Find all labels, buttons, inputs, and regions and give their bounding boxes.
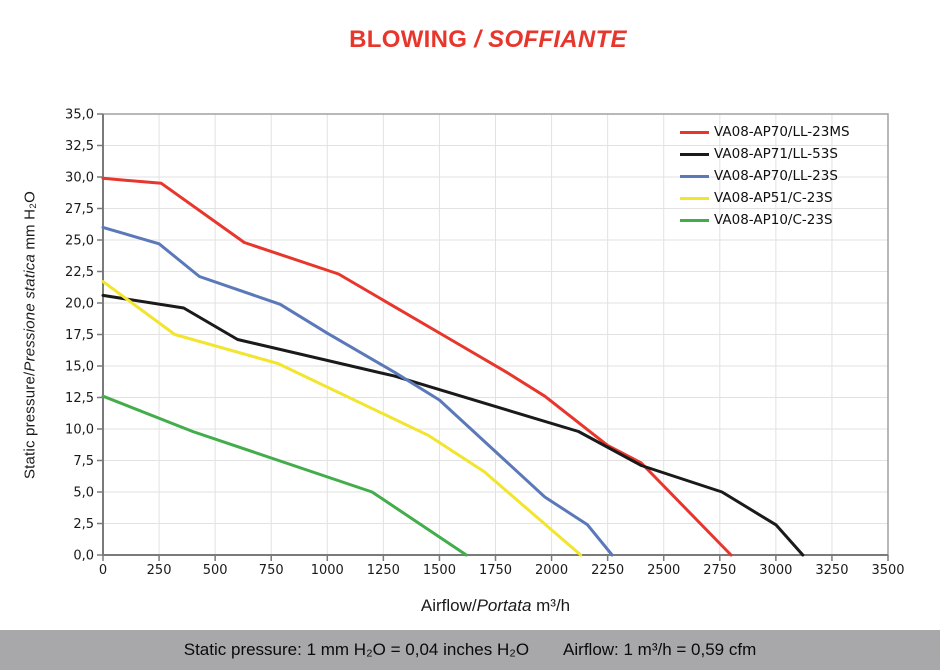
chart-title: BLOWING / SOFFIANTE xyxy=(18,26,940,54)
curve-va08-ap10-c-23s xyxy=(101,394,468,557)
x-tick-label: 3250 xyxy=(815,563,848,578)
y-tick-label: 30,0 xyxy=(65,171,94,186)
curve-va08-ap70-ll-23ms xyxy=(101,176,733,557)
legend-label: VA08-AP71/LL-53S xyxy=(714,146,838,162)
x-tick-label: 250 xyxy=(147,563,172,578)
legend-item: VA08-AP51/C-23S xyxy=(680,187,850,209)
y-tick-label: 0,0 xyxy=(73,549,94,564)
y-tick-label: 15,0 xyxy=(65,360,94,375)
x-tick-label: 3500 xyxy=(871,563,904,578)
y-tick-label: 35,0 xyxy=(65,108,94,123)
legend-item: VA08-AP70/LL-23S xyxy=(680,165,850,187)
legend-line-swatch xyxy=(680,130,709,134)
x-tick-label: 2000 xyxy=(535,563,568,578)
x-axis-label-en: Airflow/ xyxy=(420,596,477,615)
x-tick-label: 750 xyxy=(259,563,284,578)
y-tick-label: 12,5 xyxy=(65,391,94,406)
chart-plot: 0 250 500 750 1000 1250 1500 1750 2000 2250 2500 27… xyxy=(65,108,905,579)
legend-line-swatch xyxy=(680,174,709,178)
y-tick-label: 25,0 xyxy=(65,234,94,249)
x-tick-label: 500 xyxy=(203,563,228,578)
legend-item: VA08-AP71/LL-53S xyxy=(680,143,850,165)
curve-va08-ap71-ll-53s xyxy=(101,293,805,557)
y-tick-label: 10,0 xyxy=(65,423,94,438)
footer-airflow-conversion: Airflow: 1 m³/h = 0,59 cfm xyxy=(563,640,757,659)
footer-bar: Static pressure: 1 mm H₂O = 0,04 inches … xyxy=(0,630,940,670)
x-tick-label: 3000 xyxy=(759,563,792,578)
legend-line-swatch xyxy=(680,152,709,156)
x-tick-label: 1000 xyxy=(311,563,344,578)
x-tick-label: 1250 xyxy=(367,563,400,578)
y-tick-label: 22,5 xyxy=(65,265,94,280)
x-axis-label: Airflow/Portata m³/h xyxy=(103,596,888,616)
x-tick-label: 1500 xyxy=(423,563,456,578)
x-tick-label: 2500 xyxy=(647,563,680,578)
x-axis-label-unit: m³/h xyxy=(531,596,571,615)
x-tick-label: 0 xyxy=(99,563,107,578)
legend: VA08-AP70/LL-23MS VA08-AP71/LL-53S VA08-AP… xyxy=(680,121,850,231)
y-tick-label: 17,5 xyxy=(65,328,94,343)
y-tick-label: 5,0 xyxy=(73,486,94,501)
footer-pressure-conversion: Static pressure: 1 mm H₂O = 0,04 inches … xyxy=(183,640,530,659)
y-tick-label: 2,5 xyxy=(73,517,94,532)
legend-label: VA08-AP70/LL-23S xyxy=(714,168,838,184)
y-tick-label: 20,0 xyxy=(65,297,94,312)
legend-line-swatch xyxy=(680,196,709,200)
x-tick-label: 1750 xyxy=(479,563,512,578)
y-axis-label-en: Static pressure/ xyxy=(21,371,39,480)
x-tick-label: 2750 xyxy=(703,563,736,578)
curve-va08-ap51-c-23s xyxy=(101,280,583,557)
legend-item: VA08-AP10/C-23S xyxy=(680,209,850,231)
chart-title-it: / SOFFIANTE xyxy=(474,26,627,53)
legend-item: VA08-AP70/LL-23MS xyxy=(680,121,850,143)
legend-line-swatch xyxy=(680,218,709,222)
curve-va08-ap70-ll-23s xyxy=(101,225,614,557)
legend-label: VA08-AP70/LL-23MS xyxy=(714,124,850,140)
y-tick-label: 7,5 xyxy=(73,454,94,469)
x-axis-label-it: Portata xyxy=(476,596,532,615)
y-axis-label-unit: mm H₂O xyxy=(21,190,39,255)
chart-title-en: BLOWING xyxy=(349,26,475,53)
y-axis-label: Static pressure/Pressione statica mm H₂O xyxy=(22,191,39,479)
y-tick-label: 32,5 xyxy=(65,139,94,154)
legend-label: VA08-AP10/C-23S xyxy=(714,212,833,228)
legend-label: VA08-AP51/C-23S xyxy=(714,190,833,206)
x-tick-label: 2250 xyxy=(591,563,624,578)
y-tick-label: 27,5 xyxy=(65,202,94,217)
y-axis-label-it: Pressione statica xyxy=(21,254,39,372)
